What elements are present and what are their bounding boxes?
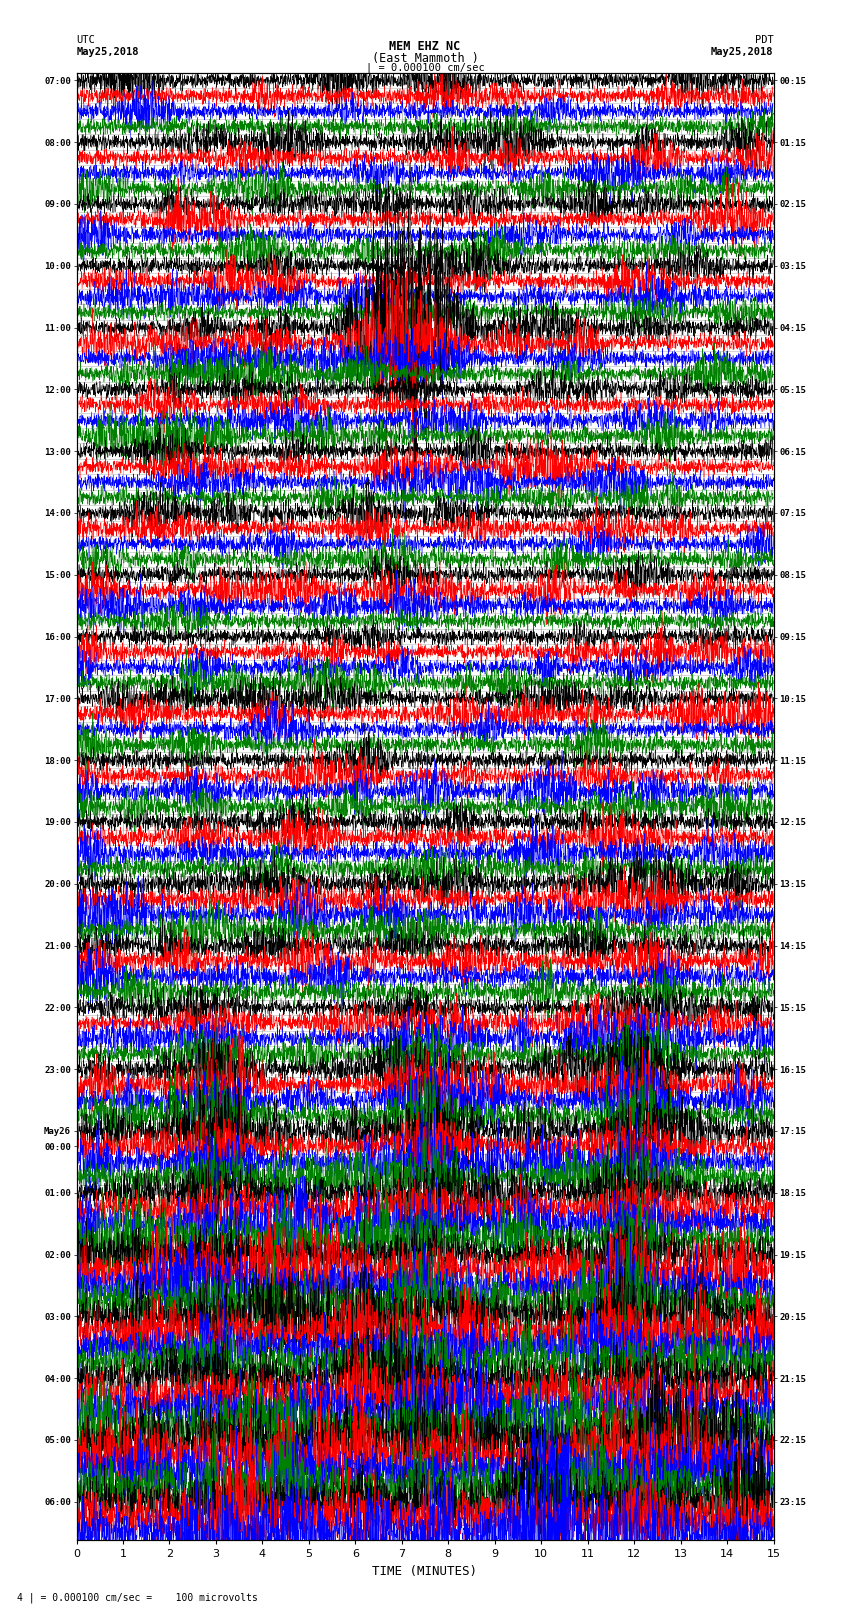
Text: PDT: PDT bbox=[755, 35, 774, 45]
Text: May25,2018: May25,2018 bbox=[711, 47, 774, 56]
Text: | = 0.000100 cm/sec: | = 0.000100 cm/sec bbox=[366, 63, 484, 74]
Text: UTC: UTC bbox=[76, 35, 95, 45]
Text: May25,2018: May25,2018 bbox=[76, 47, 139, 56]
Text: (East Mammoth ): (East Mammoth ) bbox=[371, 52, 479, 65]
Text: MEM EHZ NC: MEM EHZ NC bbox=[389, 40, 461, 53]
X-axis label: TIME (MINUTES): TIME (MINUTES) bbox=[372, 1565, 478, 1578]
Text: 4 | = 0.000100 cm/sec =    100 microvolts: 4 | = 0.000100 cm/sec = 100 microvolts bbox=[17, 1592, 258, 1603]
